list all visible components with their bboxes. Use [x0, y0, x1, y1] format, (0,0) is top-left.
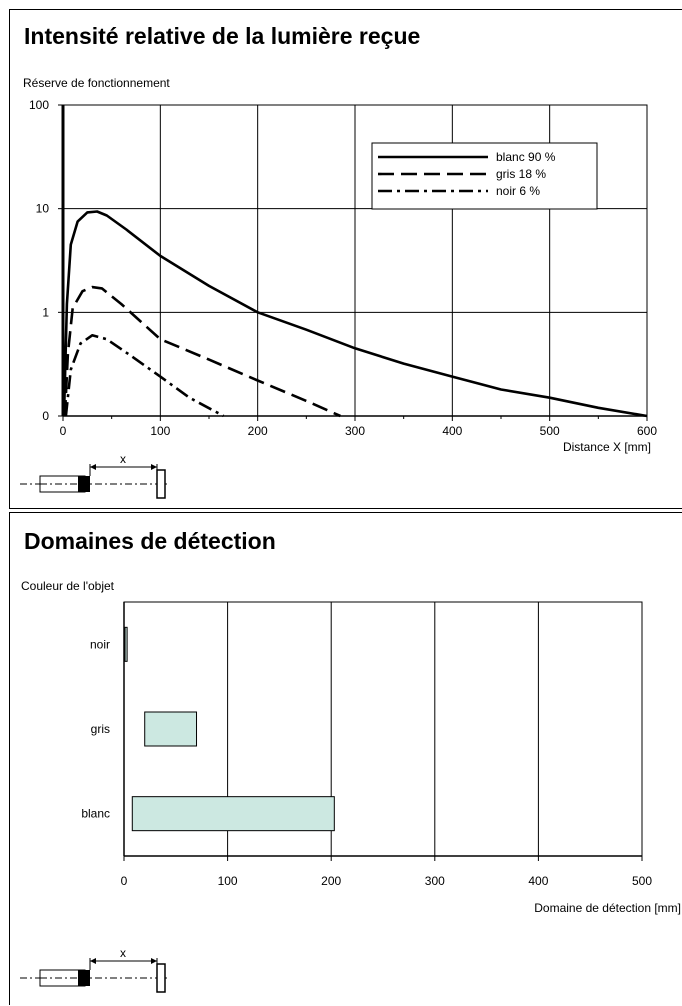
chart-title: Domaines de détection — [24, 528, 276, 554]
x-tick-label: 500 — [632, 874, 652, 888]
dimension-arrow — [90, 464, 96, 470]
x-tick-label: 300 — [345, 424, 365, 438]
x-tick-label: 0 — [121, 874, 128, 888]
detection-range-chart: 0 100 200 300 400 500 Domaine de détection [mm… — [20, 601, 681, 993]
y-tick-label: 1 — [42, 305, 49, 319]
y-tick-label: 0 — [42, 409, 49, 423]
chart-title: Intensité relative de la lumière reçue — [24, 23, 421, 49]
x-axis-label: Distance X [mm] — [563, 440, 651, 454]
y-tick-label: 10 — [36, 202, 50, 216]
x-tick-label: 600 — [637, 424, 657, 438]
intensity-chart: 0 100 200 300 400 500 600 0 1 10 100 Distance X [mm… — [20, 98, 657, 499]
target-object — [156, 469, 166, 499]
y-tick-label: 100 — [29, 98, 49, 112]
series-line — [64, 334, 225, 418]
inset-label: x — [120, 452, 126, 466]
legend-label: gris 18 % — [496, 167, 546, 181]
x-tick-label: 100 — [150, 424, 170, 438]
category-label: noir — [90, 637, 110, 651]
x-tick-label: 300 — [425, 874, 445, 888]
x-tick-label: 400 — [442, 424, 462, 438]
dimension-arrow — [90, 958, 96, 964]
legend-label: noir 6 % — [496, 184, 540, 198]
legend-label: blanc 90 % — [496, 150, 556, 164]
relative-intensity-panel: Intensité relative de la lumière reçue R… — [9, 9, 682, 509]
x-tick-label: 100 — [218, 874, 238, 888]
target-object — [156, 963, 166, 993]
category-label: blanc — [81, 807, 110, 821]
range-bar — [124, 626, 128, 662]
range-bar — [144, 711, 198, 747]
y-axis-label: Couleur de l'objet — [21, 579, 115, 593]
dimension-arrow — [151, 464, 157, 470]
x-tick-label: 500 — [540, 424, 560, 438]
x-tick-label: 200 — [248, 424, 268, 438]
x-tick-label: 200 — [321, 874, 341, 888]
series-line — [63, 285, 341, 418]
y-axis-label: Réserve de fonctionnement — [23, 76, 170, 90]
x-tick-label: 400 — [528, 874, 548, 888]
dimension-arrow — [151, 958, 157, 964]
legend-box — [371, 142, 598, 210]
range-bar — [131, 796, 335, 832]
sensor-lens — [78, 476, 90, 492]
x-tick-label: 0 — [60, 424, 67, 438]
category-label: gris — [91, 722, 110, 736]
x-axis-label: Domaine de détection [mm] — [534, 901, 681, 915]
series-line — [62, 210, 648, 418]
sensor-lens — [78, 970, 90, 986]
inset-label: x — [120, 946, 126, 960]
detection-range-panel: Domaines de détection Couleur de l'objet… — [9, 512, 682, 1005]
